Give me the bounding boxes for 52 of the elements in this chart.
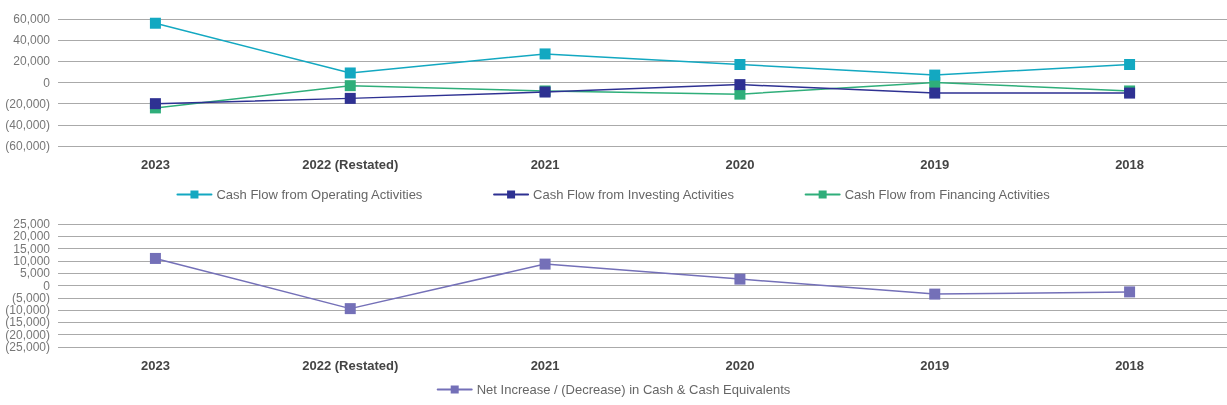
- y-tick-label: 20,000: [13, 54, 51, 69]
- legend-label: Cash Flow from Investing Activities: [533, 187, 735, 202]
- y-tick-label: 25,000: [13, 217, 51, 231]
- x-tick-label: 2021: [530, 358, 560, 373]
- y-tick-label: 5,000: [19, 266, 51, 281]
- y-tick-label: 20,000: [13, 229, 51, 244]
- point: [734, 273, 746, 285]
- legend-label: Net Increase / (Decrease) in Cash & Cash Equivalents: [476, 382, 791, 397]
- y-tick-label: 10,000: [13, 253, 51, 268]
- y-tick-label: (15,000): [5, 315, 50, 330]
- point: [149, 252, 161, 264]
- point: [1124, 286, 1136, 298]
- x-tick-label: 2020: [725, 157, 755, 172]
- point: [734, 59, 746, 71]
- x-tick-label: 2023: [140, 358, 170, 373]
- y-tick-label: (20,000): [5, 96, 50, 111]
- point: [344, 92, 356, 104]
- x-tick-label: 2018: [1115, 157, 1145, 172]
- x-tick-label: 2019: [920, 358, 950, 373]
- y-tick-label: 40,000: [13, 33, 51, 48]
- x-tick-label: 2019: [920, 157, 950, 172]
- point: [1124, 59, 1136, 71]
- y-tick-label: (25,000): [5, 340, 50, 354]
- y-tick-label: (20,000): [5, 327, 50, 342]
- y-tick-label: (5,000): [11, 290, 50, 305]
- x-tick-label: 2023: [140, 157, 170, 172]
- point: [929, 288, 941, 300]
- point: [539, 48, 551, 60]
- point: [929, 69, 941, 81]
- y-tick-label: (40,000): [5, 117, 50, 132]
- point: [734, 88, 746, 100]
- point: [344, 80, 356, 92]
- point: [539, 258, 551, 270]
- point: [149, 17, 161, 29]
- x-tick-label: 2018: [1115, 358, 1145, 373]
- point: [149, 98, 161, 110]
- y-tick-label: (60,000): [5, 139, 50, 153]
- legend-label: Cash Flow from Financing Activities: [844, 187, 1051, 202]
- x-tick-label: 2022 (Restated): [302, 358, 399, 373]
- x-tick-label: 2021: [530, 157, 560, 172]
- x-tick-label: 2022 (Restated): [302, 157, 399, 172]
- y-tick-label: (10,000): [5, 303, 50, 318]
- point: [344, 67, 356, 79]
- y-tick-label: 0: [43, 278, 51, 293]
- point: [344, 303, 356, 315]
- x-tick-label: 2020: [725, 358, 755, 373]
- legend-label: Cash Flow from Operating Activities: [216, 187, 423, 202]
- y-tick-label: 15,000: [13, 241, 51, 256]
- y-tick-label: 60,000: [13, 12, 51, 26]
- point: [929, 87, 941, 99]
- point: [734, 79, 746, 91]
- y-tick-label: 0: [43, 75, 51, 90]
